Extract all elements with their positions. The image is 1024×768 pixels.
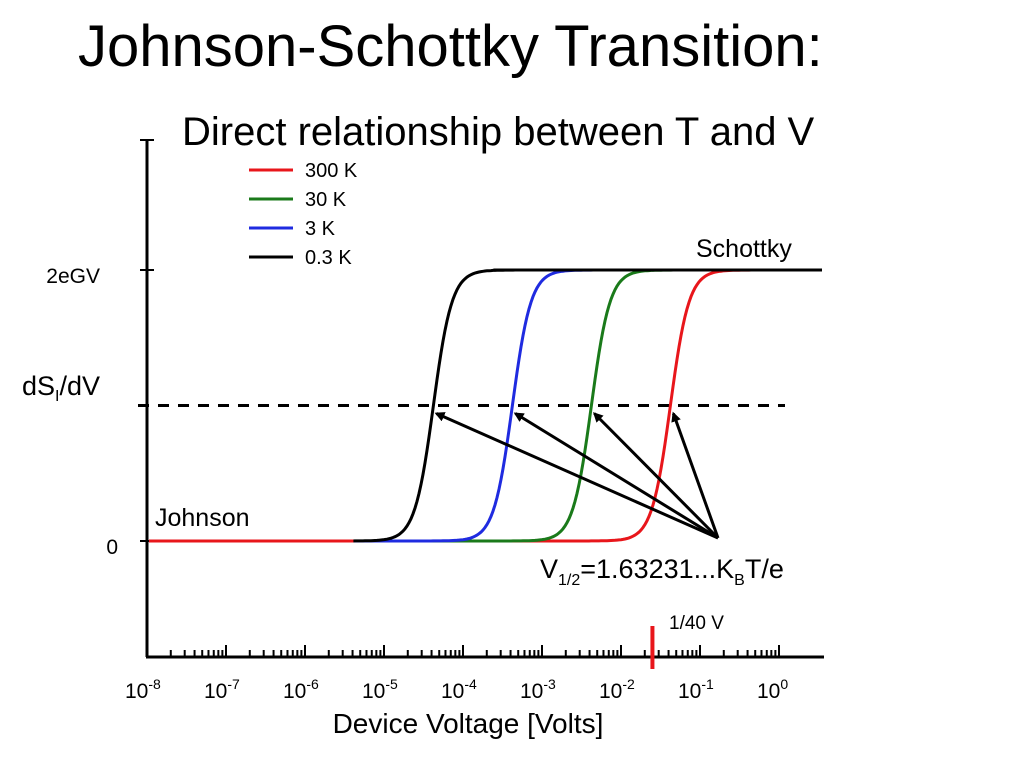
legend-label: 0.3 K: [305, 247, 352, 269]
legend-label: 30 K: [305, 189, 347, 211]
legend: 300 K 30 K 3 K 0.3 K: [249, 160, 358, 269]
x-tick-label: 10-4: [441, 676, 477, 703]
x-tick-label: 10-3: [520, 676, 556, 703]
x-tick-label: 10-6: [283, 676, 319, 703]
x-tick-label: 10-2: [599, 676, 635, 703]
formula-label: V1/2=1.63231...KBT/e: [540, 554, 784, 589]
johnson-label: Johnson: [155, 504, 250, 532]
x-tick-label: 10-5: [362, 676, 398, 703]
x-tick-label: 10-7: [204, 676, 240, 703]
y-axis-ticks: 2eGV 0: [46, 265, 154, 559]
x-tick-label: 100: [757, 676, 788, 703]
arrow: [513, 412, 719, 540]
legend-label: 3 K: [305, 218, 336, 240]
y-axis-label: dSI/dV: [22, 371, 100, 405]
half-point-arrows: [434, 411, 720, 540]
x-axis-ticks: [146, 645, 780, 657]
y-tick-label: 0: [106, 536, 118, 559]
x-axis-tick-labels: 10-8 10-7 10-6 10-5 10-4 10-3 10-2 10-1 100: [125, 676, 788, 703]
y-tick-label: 2eGV: [46, 265, 100, 288]
x-axis-label: Device Voltage [Volts]: [333, 708, 604, 739]
arrow: [671, 411, 720, 539]
slide-title: Johnson-Schottky Transition:: [78, 14, 823, 79]
schottky-label: Schottky: [696, 235, 792, 263]
x-tick-label: 10-8: [125, 676, 161, 703]
marker-label: 1/40 V: [669, 613, 724, 634]
arrow: [434, 412, 719, 540]
arrow: [592, 412, 720, 540]
legend-label: 300 K: [305, 160, 358, 182]
x-tick-label: 10-1: [678, 676, 714, 703]
slide-subtitle: Direct relationship between T and V: [182, 110, 815, 154]
